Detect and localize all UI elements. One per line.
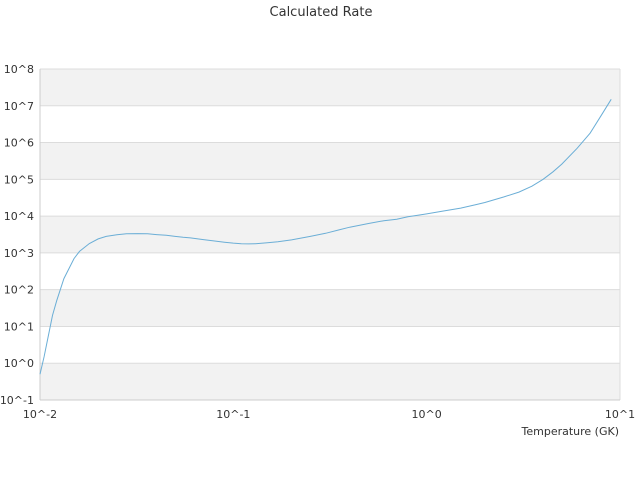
grid-band <box>40 142 620 180</box>
x-tick-label: 10^1 <box>605 408 635 421</box>
x-ticks: 10^-2 10^-1 10^0 10^1 <box>23 408 635 421</box>
series-line <box>39 99 612 375</box>
chart-title: Calculated Rate <box>270 5 373 20</box>
y-tick-label: 10^2 <box>4 284 34 297</box>
y-tick-label: 10^-1 <box>0 394 34 407</box>
y-tick-label: 10^0 <box>4 357 34 370</box>
x-tick-label: 10^-1 <box>216 408 250 421</box>
grid-band <box>40 216 620 253</box>
grid-band <box>40 289 620 327</box>
y-tick-label: 10^5 <box>4 173 34 186</box>
y-tick-label: 10^6 <box>4 137 34 150</box>
y-tick-label: 10^1 <box>4 320 34 333</box>
x-tick-label: 10^-2 <box>23 408 57 421</box>
y-tick-label: 10^7 <box>4 100 34 113</box>
y-ticks: 10^-1 10^0 10^1 10^2 10^3 10^4 10^5 10^6 10^7 10^… <box>0 63 34 407</box>
grid-band <box>40 69 620 106</box>
x-tick-label: 10^0 <box>412 408 442 421</box>
y-tick-label: 10^3 <box>4 247 34 260</box>
grid-band <box>40 363 620 400</box>
grid-lines <box>40 68 621 401</box>
y-tick-label: 10^4 <box>4 210 34 223</box>
x-axis-label: Temperature (GK) <box>521 425 620 438</box>
y-tick-label: 10^8 <box>4 63 34 76</box>
grid-bands <box>40 69 620 400</box>
